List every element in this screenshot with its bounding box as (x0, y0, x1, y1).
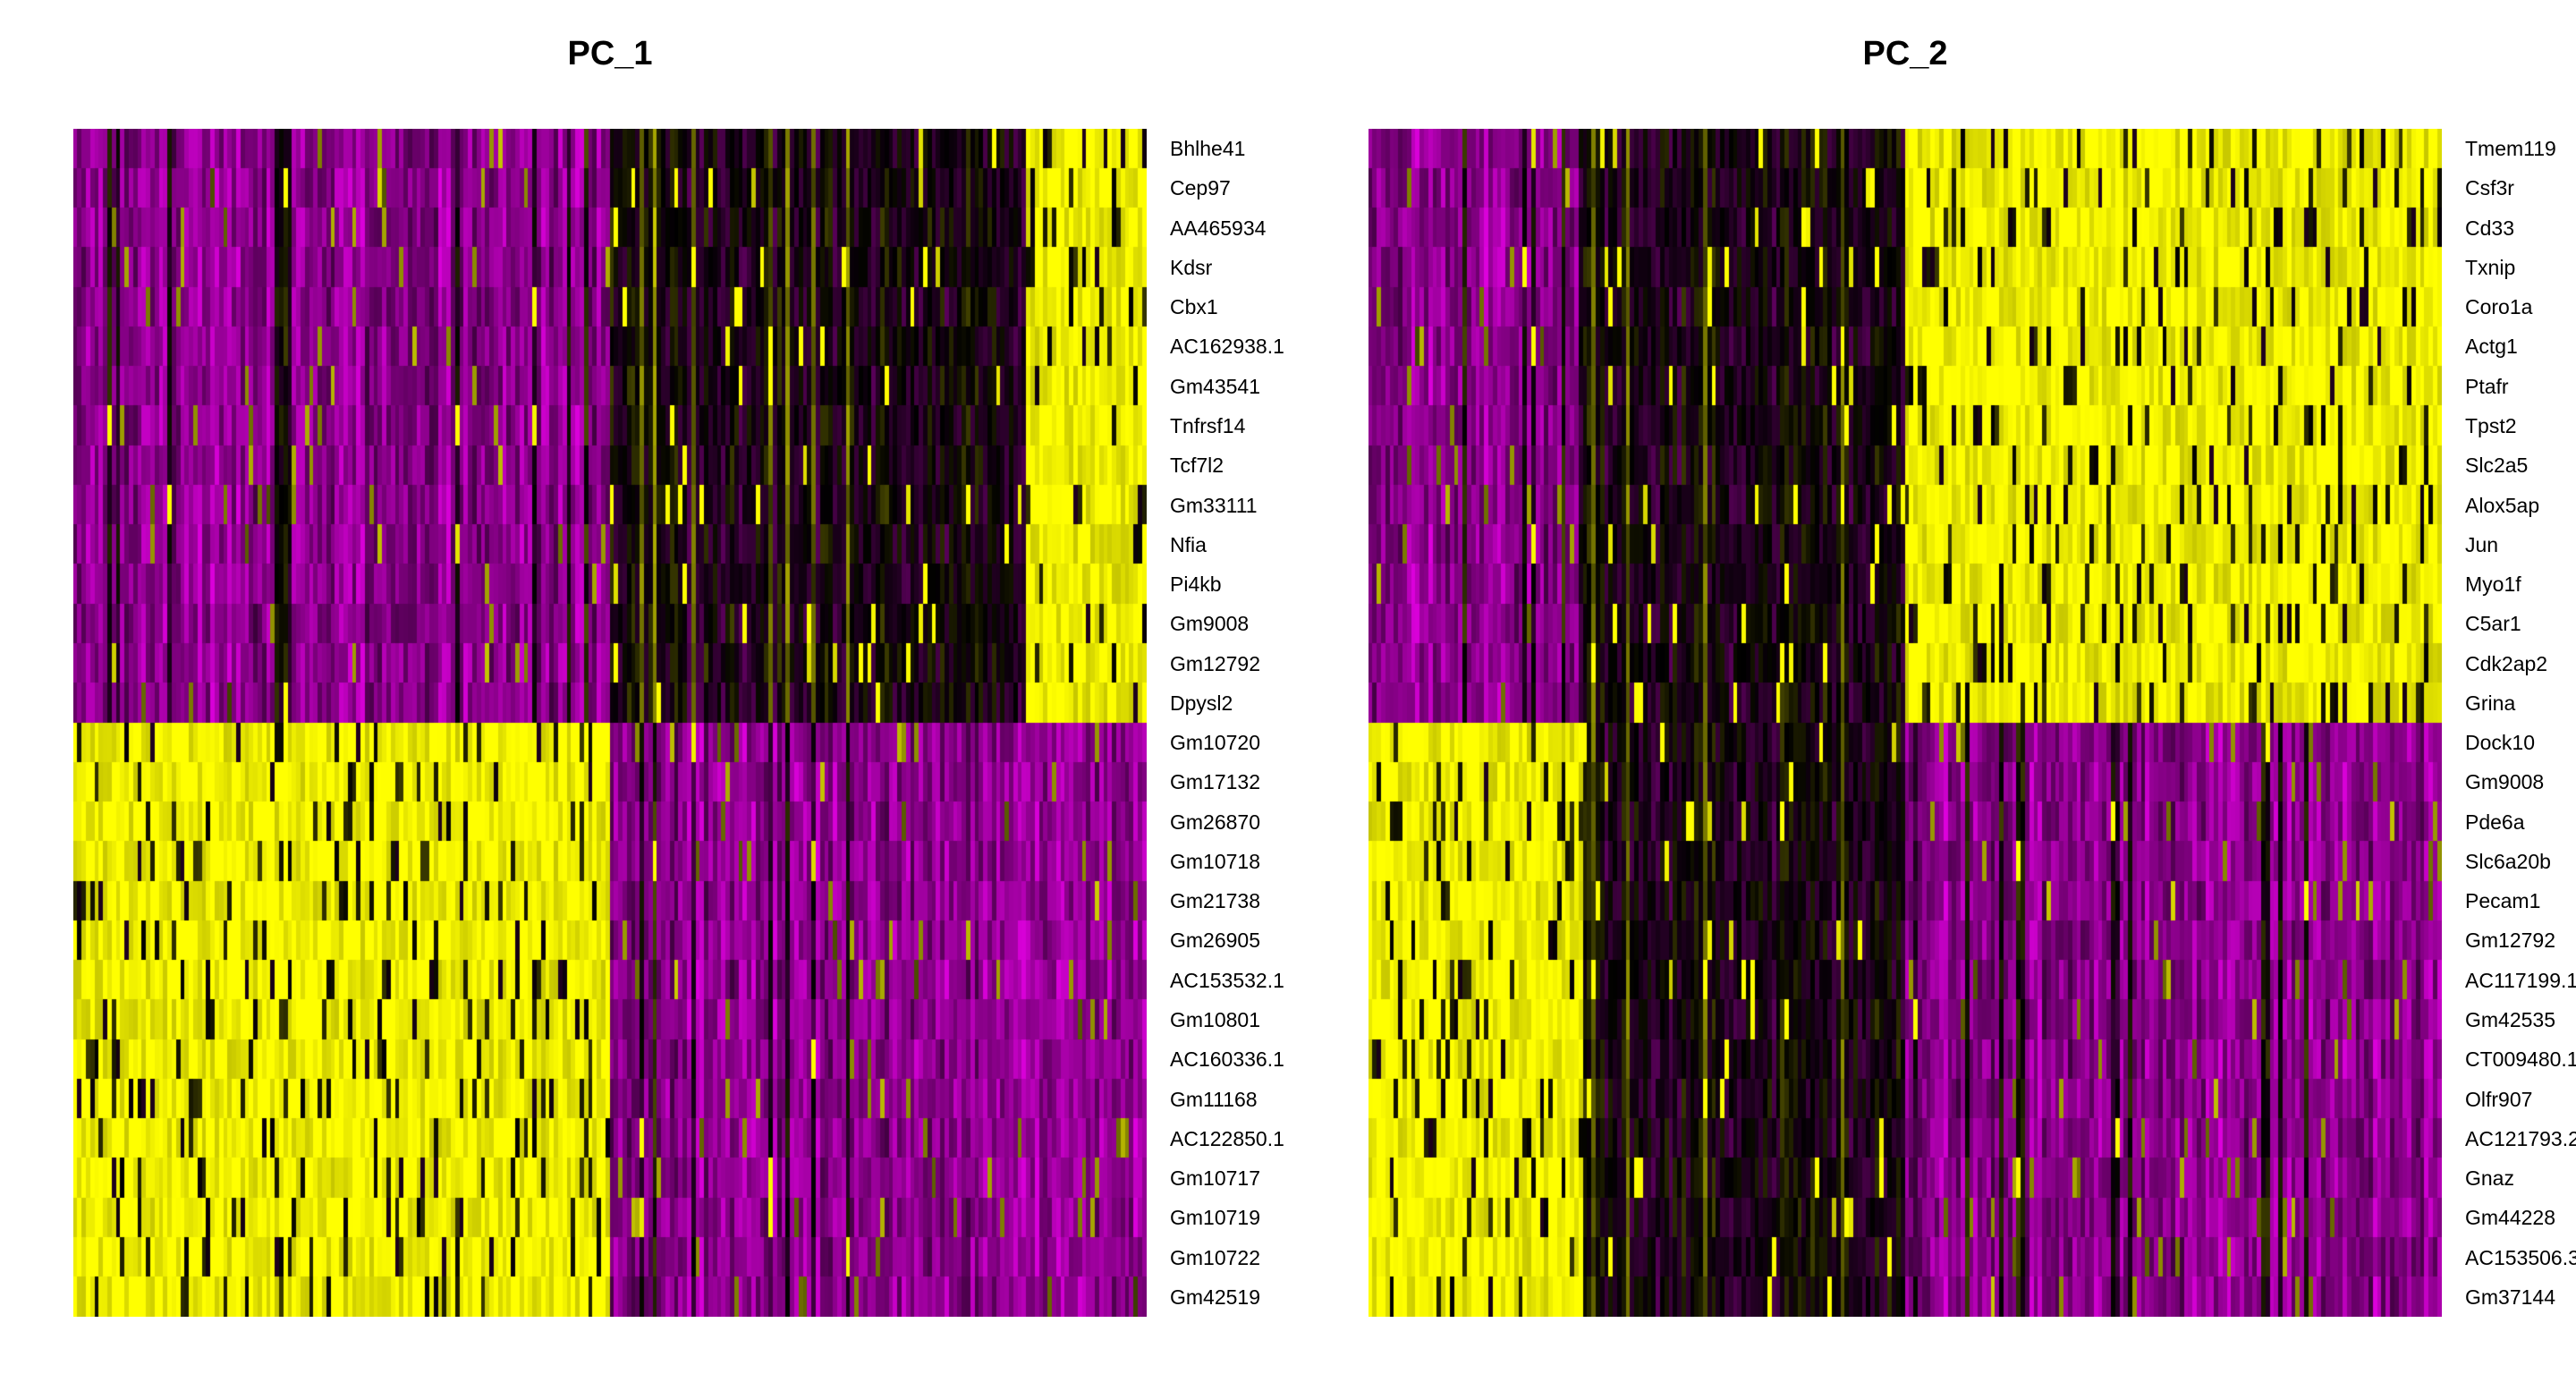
gene-label: Gm17132 (1170, 770, 1261, 794)
gene-label: Gm21738 (1170, 889, 1261, 913)
gene-label: AC153506.3 (2465, 1245, 2576, 1269)
gene-label: Gm26905 (1170, 929, 1261, 953)
gene-label: Slc6a20b (2465, 849, 2551, 873)
gene-label: Olfr907 (2465, 1087, 2533, 1111)
gene-label: Gm12792 (1170, 651, 1261, 675)
gene-label: Tcf7l2 (1170, 454, 1224, 478)
gene-label: Gm26870 (1170, 810, 1261, 834)
gene-label: AC153532.1 (1170, 968, 1284, 992)
gene-label: Pecam1 (2465, 889, 2541, 913)
gene-label: Coro1a (2465, 295, 2533, 319)
gene-label: Csf3r (2465, 176, 2514, 200)
gene-label: Nfia (1170, 532, 1207, 556)
heatmap-panel-pc1: PC_1 Bhlhe41 Cep97 AA465934 Kdsr Cbx1 AC16293… (73, 35, 1284, 1317)
gene-label: Txnip (2465, 255, 2516, 279)
gene-label: C5ar1 (2465, 612, 2521, 636)
gene-label: Gm9008 (1170, 612, 1250, 636)
gene-label: Gm10717 (1170, 1166, 1261, 1191)
gene-label: Bhlhe41 (1170, 137, 1246, 161)
gene-label: Dpysl2 (1170, 691, 1233, 715)
gene-label: Slc2a5 (2465, 454, 2529, 478)
gene-label: Jun (2465, 532, 2499, 556)
gene-label: Gm42535 (2465, 1008, 2556, 1031)
gene-label: AC117199.1 (2465, 968, 2576, 992)
gene-label: Cep97 (1170, 176, 1231, 200)
gene-label: Dock10 (2465, 731, 2535, 755)
gene-label: Gm11168 (1170, 1087, 1258, 1111)
gene-label: Tmem119 (2465, 137, 2556, 161)
gene-label: Actg1 (2465, 335, 2518, 359)
gene-label: Grina (2465, 691, 2516, 715)
gene-label: Gnaz (2465, 1166, 2514, 1191)
gene-label: Cdk2ap2 (2465, 651, 2548, 675)
gene-label: Pi4kb (1170, 572, 1222, 597)
gene-label: AC122850.1 (1170, 1126, 1284, 1150)
gene-label: Gm44228 (2465, 1206, 2556, 1230)
gene-label: AA465934 (1170, 216, 1267, 240)
gene-label: Gm37144 (2465, 1285, 2556, 1309)
gene-label: AC160336.1 (1170, 1047, 1284, 1072)
gene-label: Gm42519 (1170, 1285, 1261, 1309)
gene-label: Tpst2 (2465, 414, 2517, 437)
gene-label: AC162938.1 (1170, 335, 1284, 359)
gene-label: CT009480.1 (2465, 1047, 2576, 1072)
gene-label: Gm33111 (1170, 493, 1258, 517)
gene-label: Gm43541 (1170, 374, 1261, 398)
panel-title: PC_1 (567, 35, 653, 72)
gene-label: Gm10801 (1170, 1008, 1261, 1031)
gene-label: Gm10720 (1170, 731, 1261, 755)
gene-label: Gm12792 (2465, 929, 2556, 953)
gene-label: Cd33 (2465, 216, 2514, 240)
panel-title: PC_2 (1862, 35, 1948, 72)
gene-label: Gm9008 (2465, 770, 2545, 794)
heatmap-grid (1368, 129, 2442, 1317)
gene-label: Gm10722 (1170, 1245, 1261, 1269)
gene-label: Alox5ap (2465, 493, 2540, 517)
gene-label: Kdsr (1170, 255, 1213, 279)
gene-label: Ptafr (2465, 374, 2509, 398)
gene-label: Pde6a (2465, 810, 2525, 834)
heatmap-panel-pc2: PC_2 Tmem119 Csf3r Cd33 Txnip Coro1a Actg1 Pta… (1288, 0, 2576, 1374)
gene-label: Cbx1 (1170, 295, 1218, 319)
gene-label: AC121793.2 (2465, 1126, 2576, 1150)
gene-label: Myo1f (2465, 572, 2521, 597)
heatmap-grid (73, 129, 1147, 1317)
gene-label: Gm10719 (1170, 1206, 1261, 1230)
gene-label: Tnfrsf14 (1170, 414, 1246, 437)
gene-label: Gm10718 (1170, 849, 1261, 873)
